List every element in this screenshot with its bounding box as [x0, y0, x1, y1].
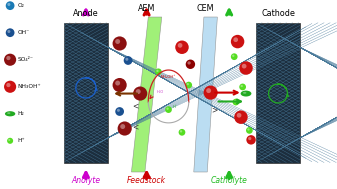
- Text: O₂: O₂: [18, 3, 24, 8]
- Text: <: <: [133, 122, 139, 131]
- Ellipse shape: [7, 112, 10, 114]
- Ellipse shape: [165, 106, 172, 113]
- Ellipse shape: [231, 53, 238, 60]
- Ellipse shape: [6, 56, 10, 60]
- Text: H₂O: H₂O: [156, 90, 164, 94]
- Text: AEM: AEM: [138, 4, 155, 13]
- Text: SO₄²⁻: SO₄²⁻: [18, 57, 33, 62]
- Ellipse shape: [5, 111, 15, 116]
- Ellipse shape: [133, 87, 147, 101]
- Ellipse shape: [136, 89, 141, 94]
- Ellipse shape: [4, 81, 16, 93]
- Text: Anode: Anode: [73, 9, 99, 18]
- Ellipse shape: [204, 86, 218, 100]
- Ellipse shape: [246, 135, 256, 145]
- Ellipse shape: [187, 83, 189, 85]
- Polygon shape: [131, 17, 162, 172]
- Ellipse shape: [178, 43, 182, 48]
- Ellipse shape: [7, 3, 10, 6]
- Text: NH₃OH⁺: NH₃OH⁺: [18, 84, 41, 89]
- Ellipse shape: [246, 127, 253, 134]
- Ellipse shape: [242, 64, 246, 68]
- Ellipse shape: [156, 70, 159, 72]
- Ellipse shape: [234, 110, 248, 124]
- Text: Catholyte: Catholyte: [211, 176, 248, 185]
- Bar: [64, 23, 108, 163]
- Ellipse shape: [241, 91, 251, 97]
- Text: H⁺: H⁺: [18, 138, 25, 143]
- Ellipse shape: [233, 99, 239, 105]
- Text: Anolyte: Anolyte: [71, 176, 100, 185]
- Ellipse shape: [124, 56, 132, 65]
- Ellipse shape: [232, 55, 235, 57]
- Ellipse shape: [155, 68, 162, 75]
- Ellipse shape: [234, 100, 236, 102]
- Ellipse shape: [120, 124, 125, 129]
- Ellipse shape: [243, 92, 246, 94]
- Ellipse shape: [7, 138, 13, 144]
- Text: >: >: [211, 105, 217, 114]
- Ellipse shape: [179, 129, 185, 136]
- Text: CEM: CEM: [197, 4, 214, 13]
- Text: OH⁻: OH⁻: [18, 30, 30, 35]
- Polygon shape: [194, 17, 217, 172]
- Ellipse shape: [125, 58, 128, 61]
- Ellipse shape: [4, 54, 16, 66]
- Bar: [256, 23, 300, 163]
- Ellipse shape: [115, 39, 120, 44]
- Ellipse shape: [6, 83, 10, 87]
- Ellipse shape: [6, 28, 14, 37]
- Ellipse shape: [239, 61, 253, 75]
- Ellipse shape: [241, 85, 243, 87]
- Ellipse shape: [113, 36, 127, 50]
- Text: Cathode: Cathode: [261, 9, 295, 18]
- Text: H⁺: H⁺: [173, 105, 178, 109]
- Ellipse shape: [247, 128, 250, 131]
- Ellipse shape: [237, 113, 241, 118]
- Ellipse shape: [118, 122, 132, 136]
- Ellipse shape: [185, 82, 192, 88]
- Ellipse shape: [180, 130, 182, 132]
- Ellipse shape: [115, 81, 120, 86]
- Ellipse shape: [248, 137, 251, 140]
- Ellipse shape: [187, 61, 191, 65]
- Ellipse shape: [117, 109, 120, 112]
- Ellipse shape: [233, 37, 238, 42]
- Ellipse shape: [6, 1, 14, 10]
- Ellipse shape: [231, 35, 244, 48]
- Ellipse shape: [239, 84, 246, 90]
- Ellipse shape: [115, 107, 124, 116]
- Ellipse shape: [175, 40, 189, 54]
- Ellipse shape: [8, 139, 10, 141]
- Text: <: <: [133, 101, 139, 110]
- Ellipse shape: [7, 30, 10, 33]
- Ellipse shape: [206, 88, 211, 93]
- Text: Feedstock: Feedstock: [127, 176, 166, 185]
- Text: NH₂OH⁺: NH₂OH⁺: [160, 75, 176, 79]
- Ellipse shape: [186, 60, 195, 69]
- Text: H₂: H₂: [18, 111, 24, 116]
- Ellipse shape: [113, 78, 127, 92]
- Ellipse shape: [166, 108, 169, 110]
